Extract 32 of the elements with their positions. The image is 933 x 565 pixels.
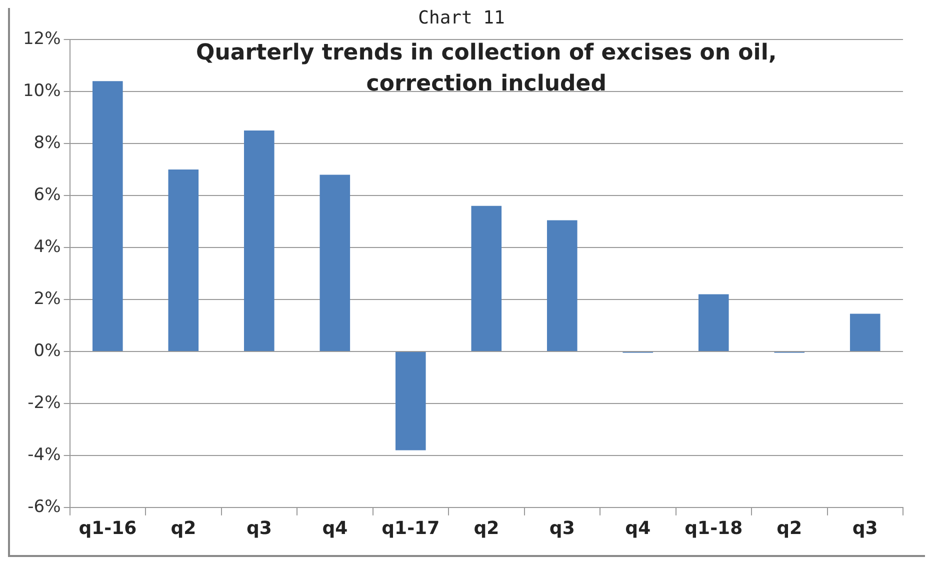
x-tick-label: q4 bbox=[322, 518, 348, 539]
y-tick-label: 6% bbox=[34, 184, 61, 205]
y-tick-label: 0% bbox=[34, 340, 61, 361]
y-tick-label: 2% bbox=[34, 288, 61, 309]
x-tick-label: q1-16 bbox=[78, 518, 137, 539]
bar bbox=[320, 174, 350, 351]
y-tick-label: -4% bbox=[28, 444, 61, 465]
x-tick-label: q3 bbox=[852, 518, 878, 539]
bar bbox=[546, 220, 578, 351]
text: Quarterly trends in collection of excises on oil, correction included bbox=[196, 40, 777, 96]
bar bbox=[395, 352, 426, 450]
bar bbox=[168, 170, 199, 351]
bar bbox=[850, 314, 880, 351]
x-tick-label: q4 bbox=[625, 518, 651, 539]
y-tick-label: 10% bbox=[22, 81, 61, 101]
y-tick-label: -6% bbox=[28, 496, 61, 517]
bar bbox=[244, 130, 274, 351]
bar bbox=[698, 294, 729, 351]
x-tick-label: q3 bbox=[246, 518, 272, 539]
chart-title: Chart 11 bbox=[418, 7, 505, 28]
x-tick-label: q2 bbox=[776, 518, 802, 539]
y-tick-label: 12% bbox=[22, 29, 61, 50]
x-tick-label: q1-18 bbox=[684, 518, 743, 539]
x-tick-label: q2 bbox=[170, 518, 196, 539]
y-tick-label: 4% bbox=[34, 236, 61, 257]
x-tick-label: q1-17 bbox=[382, 518, 440, 539]
bar bbox=[471, 206, 502, 351]
y-tick-label: 8% bbox=[34, 132, 61, 153]
y-tick-label: -2% bbox=[28, 392, 61, 413]
x-tick-label: q3 bbox=[549, 518, 575, 539]
x-tick-label: q2 bbox=[474, 518, 500, 539]
bar bbox=[92, 81, 123, 351]
